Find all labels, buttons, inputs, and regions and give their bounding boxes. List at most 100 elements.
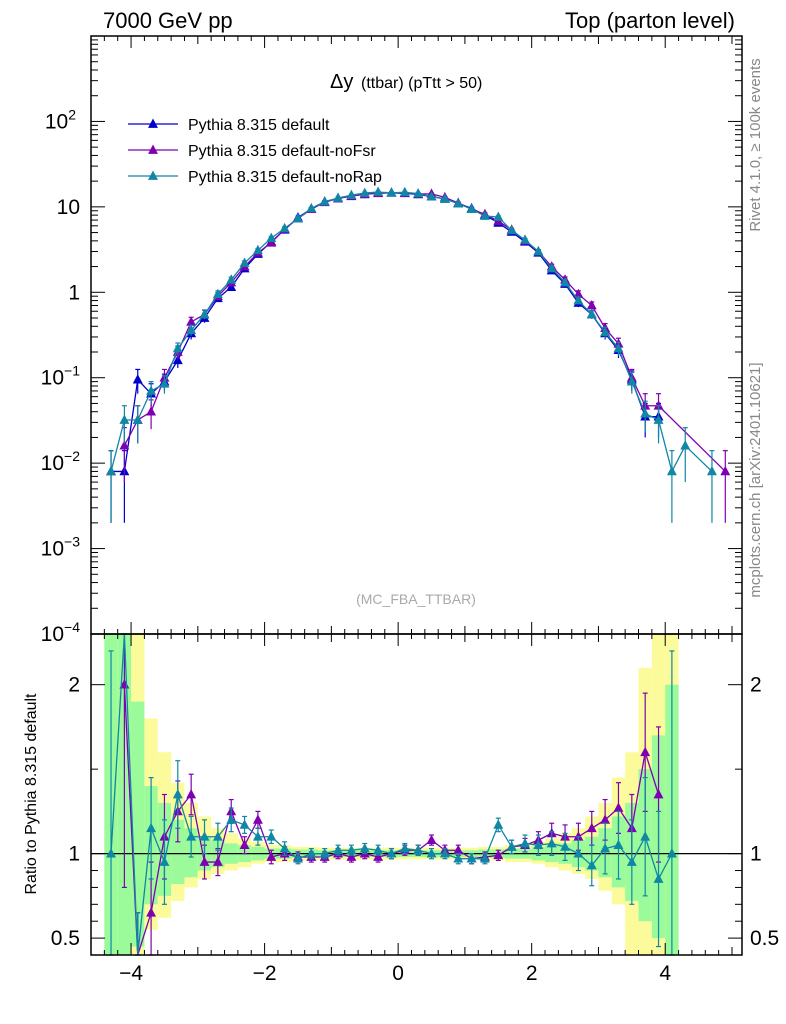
data-point xyxy=(586,308,597,319)
data-point xyxy=(333,192,343,202)
data-point xyxy=(600,326,611,337)
ratio-point xyxy=(666,848,677,858)
data-point xyxy=(346,189,357,200)
ratio-point xyxy=(426,848,437,858)
ratio-ylabel: Ratio to Pythia 8.315 default xyxy=(23,693,40,895)
data-point xyxy=(640,408,651,418)
ratio-point xyxy=(186,789,197,799)
data-point xyxy=(586,300,597,310)
ratio-point xyxy=(146,907,157,917)
ratio-point xyxy=(373,851,384,861)
ratio-point xyxy=(546,837,557,848)
ratio-point xyxy=(573,848,584,858)
data-point xyxy=(359,187,370,197)
data-point xyxy=(186,324,197,335)
data-point xyxy=(506,224,517,235)
data-point xyxy=(119,414,130,424)
data-point xyxy=(479,210,490,220)
data-point xyxy=(466,203,477,214)
legend-label: Pythia 8.315 default-noRap xyxy=(188,169,382,186)
data-point xyxy=(533,246,544,256)
data-point xyxy=(386,187,397,197)
data-point xyxy=(560,277,571,287)
mcplots-label: mcplots.cern.ch [arXiv:2401.10621] xyxy=(747,362,764,597)
y-tick-label: 10−1 xyxy=(41,363,81,390)
y-tick-label: 10−3 xyxy=(41,534,81,561)
ratio-point xyxy=(319,848,330,858)
ratio-point xyxy=(252,814,263,824)
ratio-point xyxy=(106,848,116,858)
data-point xyxy=(199,308,210,319)
ratio-frame xyxy=(90,633,743,956)
data-point xyxy=(132,414,143,424)
ratio-point xyxy=(426,834,437,844)
ratio-tick-label-left: 1 xyxy=(68,843,80,866)
data-point xyxy=(439,193,450,203)
ratio-point xyxy=(560,841,571,851)
ratio-tick-label-right: 1 xyxy=(750,843,762,866)
plot-title: Δy (ttbar) (pTtt > 50) xyxy=(330,71,482,93)
data-point xyxy=(159,378,170,388)
legend-marker xyxy=(148,170,158,180)
ratio-point xyxy=(413,844,424,855)
data-point xyxy=(226,274,237,284)
ratio-point xyxy=(212,831,223,841)
ratio-point xyxy=(159,856,170,866)
ratio-tick-label-right: 2 xyxy=(750,674,762,697)
ratio-point xyxy=(359,843,370,853)
analysis-watermark: (MC_FBA_TTBAR) xyxy=(356,591,476,607)
ratio-point xyxy=(640,746,651,757)
data-point xyxy=(146,406,157,416)
ratio-point xyxy=(199,856,210,866)
ratio-point xyxy=(613,839,624,850)
ratio-point xyxy=(279,843,290,853)
legend-label: Pythia 8.315 default xyxy=(188,117,330,134)
ratio-point xyxy=(653,873,664,883)
y-tick-label: 102 xyxy=(45,106,76,133)
ratio-point xyxy=(626,856,637,866)
ratio-band-green xyxy=(171,819,185,885)
data-point xyxy=(613,342,624,353)
title-sub: (ttbar) (pTtt > 50) xyxy=(361,75,482,92)
data-point xyxy=(413,188,424,198)
data-point xyxy=(666,465,677,476)
ratio-point xyxy=(172,789,183,799)
ratio-point xyxy=(266,831,277,841)
ratio-line xyxy=(110,633,673,956)
x-tick-label: 4 xyxy=(659,962,671,985)
ratio-point xyxy=(346,844,357,855)
ratio-point xyxy=(212,856,223,866)
ratio-point xyxy=(520,837,530,848)
data-point xyxy=(680,440,691,450)
series-line xyxy=(123,192,726,472)
data-point xyxy=(186,316,197,326)
ratio-point xyxy=(653,789,664,799)
rivet-label: Rivet 4.1.0, ≥ 100k events xyxy=(747,58,764,231)
ratio-point xyxy=(600,814,611,824)
ratio-tick-label-left: 0.5 xyxy=(51,927,80,950)
ratio-point xyxy=(640,831,651,841)
y-tick-label: 10−2 xyxy=(41,448,81,475)
ratio-point xyxy=(493,819,504,829)
ratio-point xyxy=(600,843,611,853)
data-point xyxy=(653,414,664,424)
data-point xyxy=(212,288,223,299)
data-point xyxy=(546,262,557,273)
main-series-layer xyxy=(106,186,731,523)
data-point xyxy=(279,222,290,233)
data-point xyxy=(172,342,183,353)
ratio-point xyxy=(506,841,517,851)
ratio-point xyxy=(586,859,597,870)
y-tick-label: 10 xyxy=(57,196,80,219)
data-point xyxy=(266,232,277,243)
legend-marker xyxy=(148,118,158,128)
x-tick-label: 0 xyxy=(392,962,404,985)
x-tick-label: 2 xyxy=(526,962,538,985)
ratio-point xyxy=(333,844,343,855)
ratio-point xyxy=(373,844,384,855)
ratio-point xyxy=(226,814,237,824)
ratio-point xyxy=(586,822,597,833)
ratio-point xyxy=(146,822,157,833)
ratio-point xyxy=(613,802,624,812)
